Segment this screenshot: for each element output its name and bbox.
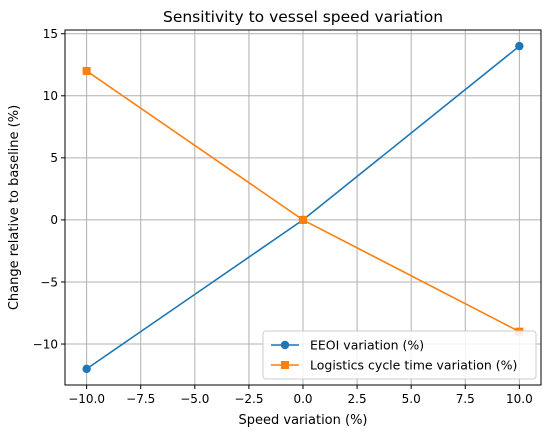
data-point-0-0	[82, 364, 91, 374]
x-tick-label: −5.0	[180, 392, 209, 406]
x-tick-label: 7.5	[456, 392, 475, 406]
x-tick-label: 0.0	[293, 392, 312, 406]
x-tick-label: −7.5	[126, 392, 155, 406]
x-axis-label: Speed variation (%)	[239, 413, 368, 428]
x-tick-label: 2.5	[348, 392, 367, 406]
x-tick-label: 10.0	[506, 392, 533, 406]
y-tick-label: 15	[43, 27, 58, 41]
plot-frame	[64, 29, 542, 386]
legend-label-eeoi: EEOI variation (%)	[310, 338, 424, 353]
legend-marker-eeoi	[280, 340, 290, 350]
legend-marker-logistics	[281, 361, 289, 369]
legend-label-logistics: Logistics cycle time variation (%)	[310, 358, 517, 373]
x-tick-label: 5.0	[402, 392, 421, 406]
y-tick-label: 5	[50, 151, 58, 165]
y-tick-label: 0	[50, 213, 58, 227]
data-point-1-0	[82, 66, 91, 75]
chart-title: Sensitivity to vessel speed variation	[163, 8, 443, 26]
legend-box	[262, 330, 537, 380]
x-tick-label: −10.0	[68, 392, 105, 406]
data-point-0-2	[515, 41, 524, 51]
y-axis-label: Change relative to baseline (%)	[7, 105, 22, 310]
legend: EEOI variation (%) Logistics cycle time …	[262, 330, 537, 380]
y-tick-label: −10	[33, 337, 58, 351]
ticks: −10.0 −7.5 −5.0 −2.5 0.0 2.5 5.0 7.5 10.0 −10 −5 0 5…	[33, 27, 533, 406]
y-tick-label: −5	[40, 275, 58, 289]
data-point-1-1	[299, 215, 307, 224]
x-tick-label: −2.5	[234, 392, 263, 406]
y-tick-label: 10	[43, 89, 58, 103]
